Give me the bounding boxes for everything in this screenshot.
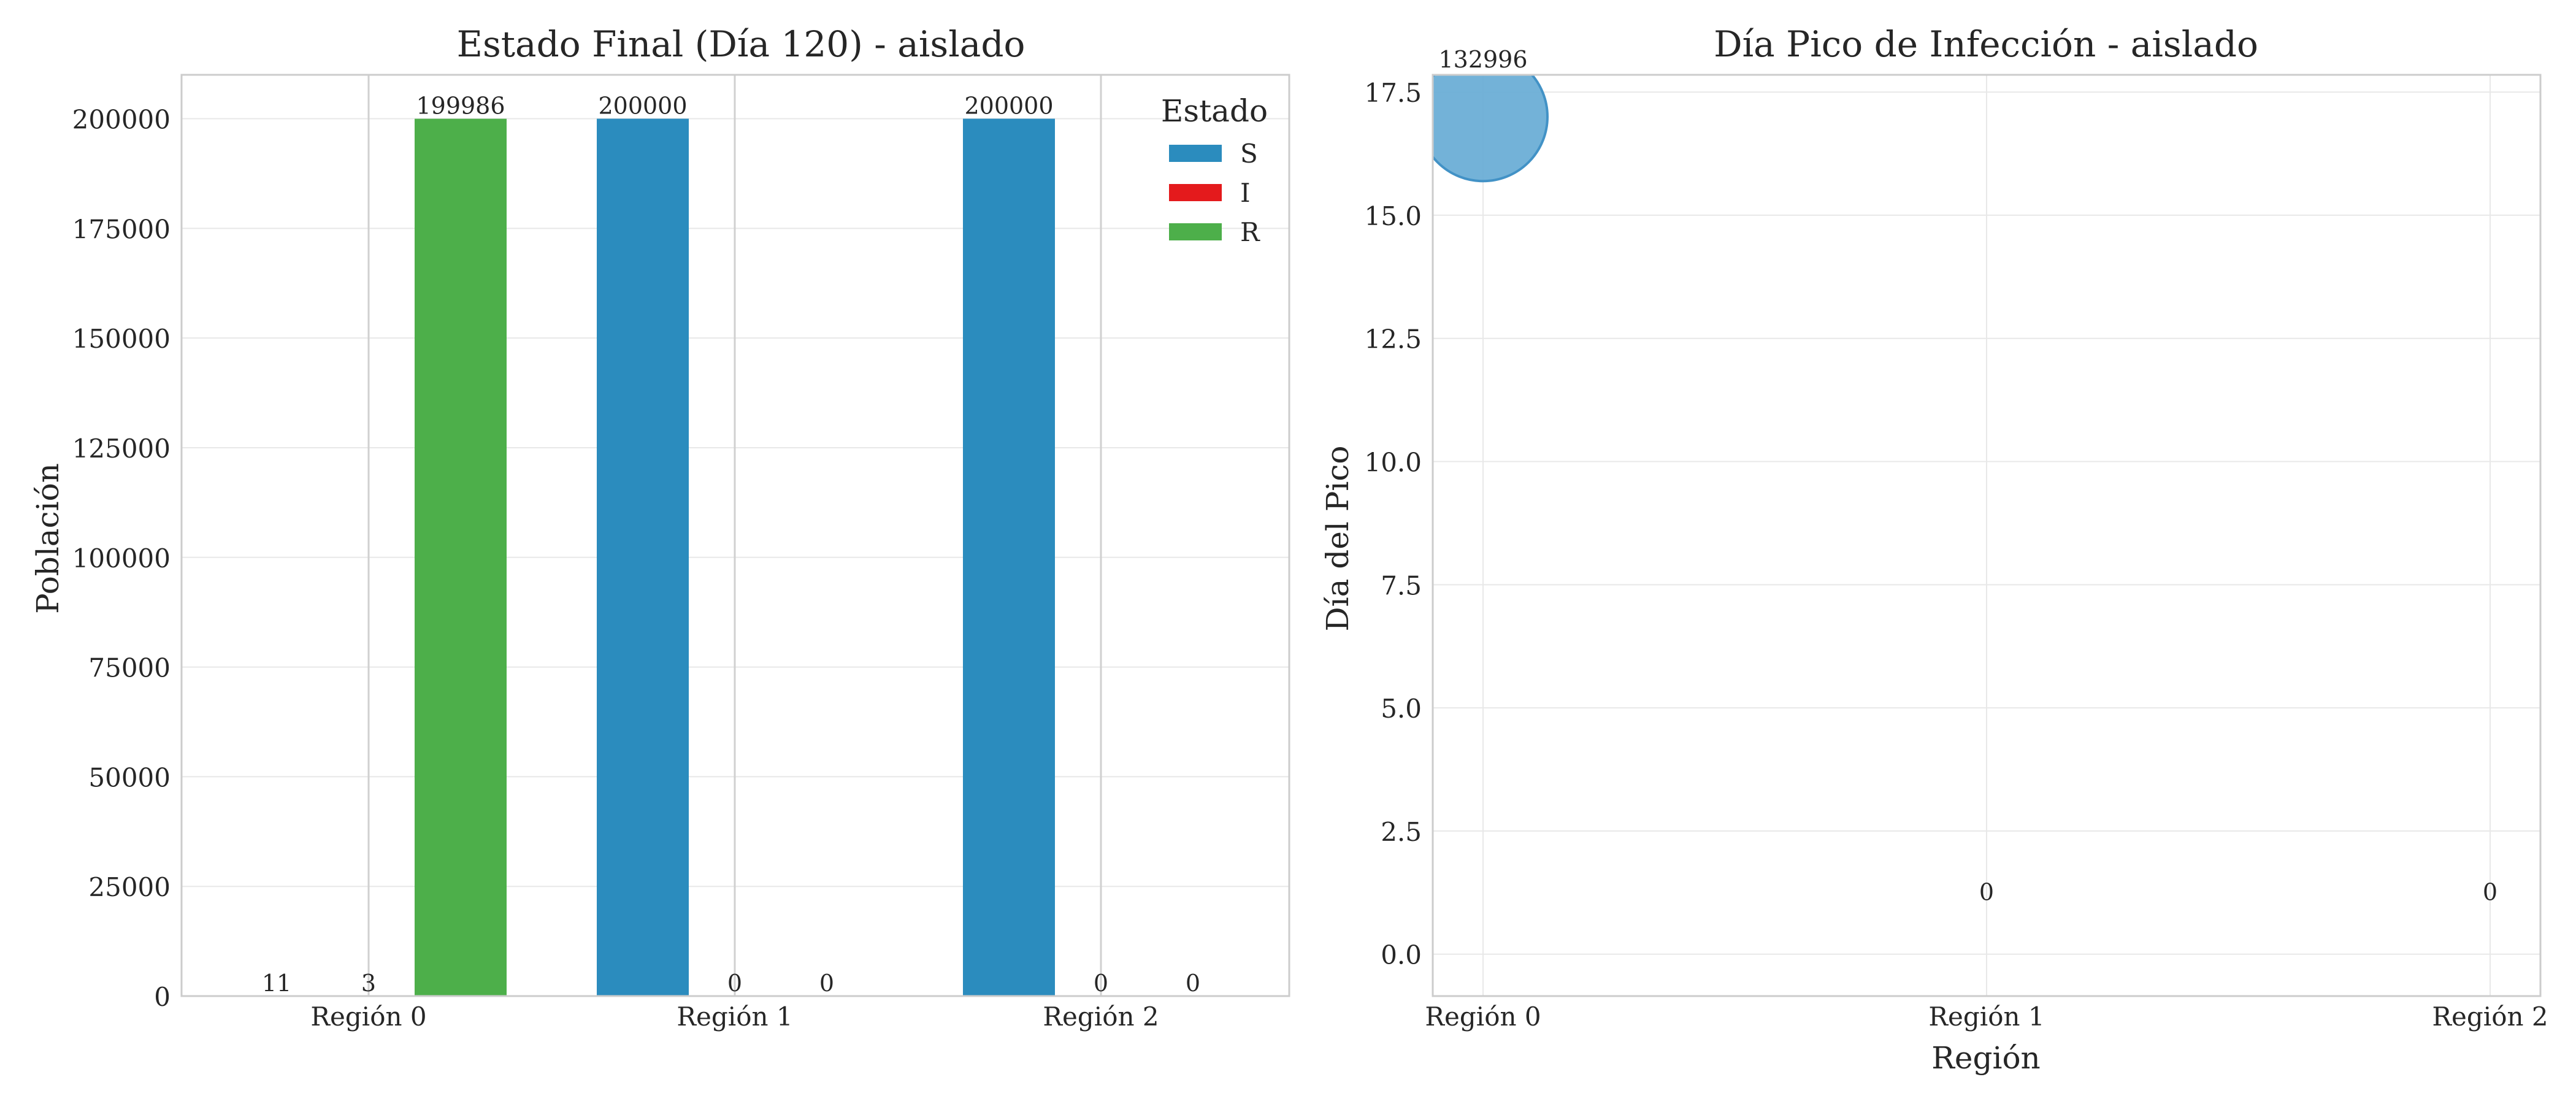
- left-bar-labels: 11 200000 200000 3 0 0 199986 0 0: [262, 93, 1200, 997]
- right-y-tick-label: 12.5: [1364, 324, 1422, 355]
- right-y-tick-label: 2.5: [1381, 817, 1422, 847]
- right-y-tick-labels: 0.0 2.5 5.0 7.5 10.0 12.5 15.0 17.5: [1364, 78, 1422, 970]
- left-grid: [182, 75, 1289, 997]
- bar-r-region-0: [415, 118, 507, 997]
- bar-value-label: 0: [727, 970, 742, 997]
- peak-value-label: 0: [2483, 879, 2497, 906]
- bar-s-region-2: [963, 118, 1055, 996]
- left-y-axis-label: Población: [30, 463, 66, 614]
- bar-value-label: 200000: [598, 93, 687, 120]
- right-chart-title: Día Pico de Infección - aislado: [1714, 23, 2258, 65]
- right-grid: [1433, 75, 2540, 996]
- right-y-axis-label: Día del Pico: [1320, 445, 1355, 631]
- left-y-tick-label: 25000: [88, 872, 171, 902]
- bar-value-label: 0: [1186, 970, 1200, 997]
- bar-value-label: 11: [262, 970, 291, 997]
- right-chart-panel: Día Pico de Infección - aislado 132996 0 0…: [1320, 23, 2548, 1076]
- left-x-tick-label: Región 2: [1043, 1002, 1159, 1032]
- left-y-tick-label: 100000: [72, 543, 171, 573]
- right-y-tick-label: 15.0: [1364, 201, 1422, 231]
- legend: Estado SIR: [1161, 93, 1268, 247]
- right-point-labels: 132996 0 0: [1438, 46, 2497, 906]
- left-y-tick-label: 125000: [72, 434, 171, 464]
- legend-swatch-r: [1169, 223, 1222, 240]
- legend-label-s: S: [1240, 139, 1258, 169]
- legend-title: Estado: [1161, 93, 1268, 129]
- right-plot-frame: [1432, 74, 2542, 997]
- right-y-tick-label: 17.5: [1364, 78, 1422, 108]
- legend-items: SIR: [1169, 139, 1260, 247]
- right-y-tick-label: 0.0: [1381, 940, 1422, 970]
- bar-s-region-1: [597, 118, 689, 996]
- left-bars: [231, 118, 1055, 997]
- legend-swatch-s: [1169, 145, 1222, 162]
- right-y-tick-label: 7.5: [1381, 570, 1422, 600]
- bar-value-label: 200000: [964, 93, 1053, 120]
- legend-label-r: R: [1240, 217, 1260, 247]
- bar-value-label: 199986: [416, 93, 505, 120]
- bar-value-label: 3: [361, 970, 376, 997]
- left-y-tick-label: 0: [154, 982, 171, 1012]
- legend-swatch-i: [1169, 184, 1222, 201]
- right-y-tick-label: 10.0: [1364, 448, 1422, 478]
- left-chart-title: Estado Final (Día 120) - aislado: [457, 23, 1025, 65]
- peak-bubble-region-0: [1433, 75, 1549, 183]
- right-scatter-points: [1433, 75, 1549, 183]
- left-y-tick-label: 175000: [72, 214, 171, 244]
- left-plot-frame: [180, 74, 1290, 997]
- left-x-tick-label: Región 0: [310, 1002, 426, 1032]
- right-x-axis-label: Región: [1931, 1040, 2041, 1076]
- left-y-tick-label: 150000: [72, 324, 171, 354]
- legend-label-i: I: [1240, 178, 1251, 208]
- right-x-tick-label: Región 1: [1928, 1002, 2044, 1032]
- left-x-tick-labels: Región 0 Región 1 Región 2: [310, 1002, 1159, 1032]
- right-x-tick-label: Región 0: [1425, 1002, 1541, 1032]
- peak-value-label: 0: [1979, 879, 1994, 906]
- right-x-tick-label: Región 2: [2432, 1002, 2548, 1032]
- left-x-tick-label: Región 1: [677, 1002, 792, 1032]
- right-x-tick-labels: Región 0 Región 1 Región 2: [1425, 1002, 2548, 1032]
- peak-value-label: 132996: [1438, 46, 1527, 73]
- bar-value-label: 0: [819, 970, 834, 997]
- left-chart-panel: Estado Final (Día 120) - aislado 11 20000…: [30, 23, 1290, 1032]
- left-y-tick-labels: 0 25000 50000 75000 100000 125000 150000 175000…: [72, 105, 171, 1012]
- left-y-tick-label: 200000: [72, 105, 171, 135]
- left-y-tick-label: 75000: [88, 653, 171, 683]
- right-y-tick-label: 5.0: [1381, 694, 1422, 724]
- bar-value-label: 0: [1094, 970, 1108, 997]
- left-y-tick-label: 50000: [88, 762, 171, 792]
